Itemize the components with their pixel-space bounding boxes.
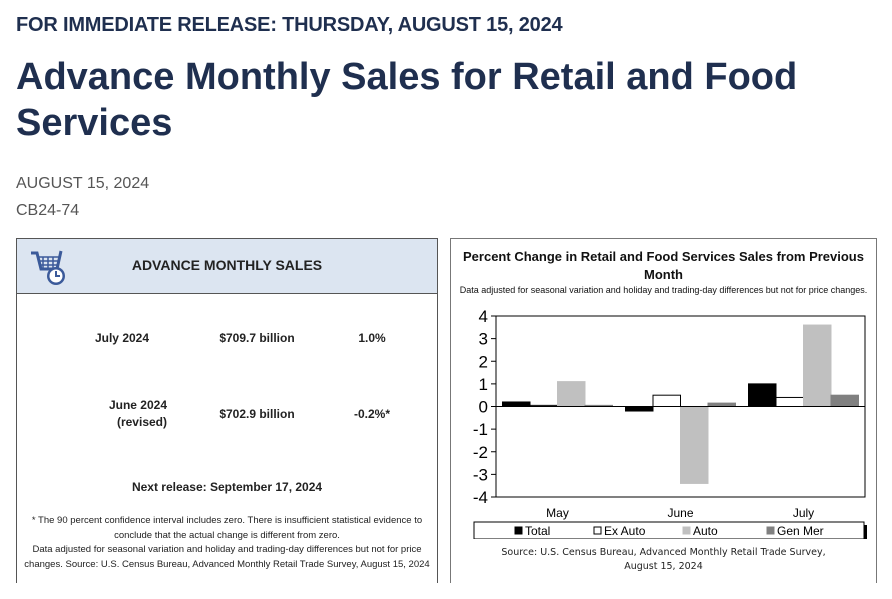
y-tick-label: 0 xyxy=(479,398,488,417)
panel-heading: ADVANCE MONTHLY SALES xyxy=(131,257,323,273)
row-period: July 2024 xyxy=(94,331,150,345)
footnote: * The 90 percent confidence interval inc… xyxy=(17,514,437,572)
row-period-note: (revised) xyxy=(116,415,167,429)
next-release: Next release: September 17, 2024 xyxy=(131,480,323,494)
x-tick-label: May xyxy=(546,506,569,520)
chart-source-line: Source: U.S. Census Bureau, Advanced Mon… xyxy=(501,547,826,558)
release-date: AUGUST 15, 2024 xyxy=(16,175,150,192)
bar-auto-june xyxy=(680,406,709,484)
bar-total-july xyxy=(748,383,777,407)
legend-swatch xyxy=(682,526,691,535)
legend xyxy=(473,521,865,539)
x-tick-label: June xyxy=(667,506,693,520)
bar-ex-auto-june xyxy=(652,394,681,407)
legend-label: Ex Auto xyxy=(604,524,646,538)
y-tick-label: -3 xyxy=(473,465,488,484)
legend-swatch xyxy=(514,526,523,535)
advance-monthly-sales-panel: ADVANCE MONTHLY SALES July 2024 $709.7 b… xyxy=(16,238,438,583)
bar-gen-mer-june xyxy=(707,402,736,407)
bar-auto-july xyxy=(803,324,832,407)
y-tick-label: -2 xyxy=(473,443,488,462)
shopping-cart-clock-icon xyxy=(31,250,65,285)
row-amount: $709.7 billion xyxy=(219,331,295,345)
bar-total-may xyxy=(502,401,531,408)
y-tick-label: 4 xyxy=(479,307,488,326)
row-period: June 2024 xyxy=(108,398,167,412)
release-code: CB24-74 xyxy=(16,202,80,219)
bar-total-june xyxy=(625,406,654,412)
legend-swatch xyxy=(593,526,602,535)
x-tick-label: July xyxy=(793,506,814,520)
release-kicker: FOR IMMEDIATE RELEASE: THURSDAY, AUGUST … xyxy=(16,14,563,36)
chart-subtitle: Data adjusted for seasonal variation and… xyxy=(459,285,868,295)
legend-label: Gen Mer xyxy=(777,524,824,538)
footnote-text: * The 90 percent confidence interval inc… xyxy=(31,515,423,541)
y-tick-label: 3 xyxy=(479,330,488,349)
row-amount: $702.9 billion xyxy=(219,407,295,421)
bar-auto-may xyxy=(557,381,586,408)
row-change: 1.0% xyxy=(358,331,386,345)
legend-label: Total xyxy=(525,524,550,538)
legend-label: Auto xyxy=(693,524,718,538)
bar-chart: 4 3 2 1 0 -1 -2 -3 -4 May June July Total Ex Auto Auto… xyxy=(473,307,867,539)
panel-header: ADVANCE MONTHLY SALES xyxy=(17,239,437,294)
legend-swatch xyxy=(766,526,775,535)
y-tick-label: -1 xyxy=(473,420,488,439)
row-change: -0.2%* xyxy=(353,407,391,421)
y-tick-label: 2 xyxy=(479,352,488,371)
bar-ex-auto-july xyxy=(775,396,804,407)
chart-source-date: August 15, 2024 xyxy=(624,561,703,572)
footnote-source: Data adjusted for seasonal variation and… xyxy=(24,544,430,570)
y-tick-label: 1 xyxy=(479,375,488,394)
page-title: Advance Monthly Sales for Retail and Foo… xyxy=(16,56,798,144)
chart-title: Percent Change in Retail and Food Servic… xyxy=(463,249,864,282)
bar-gen-mer-july xyxy=(830,394,859,407)
chart-source: Source: U.S. Census Bureau, Advanced Mon… xyxy=(451,546,876,574)
y-tick-label: -4 xyxy=(473,488,488,507)
chart-panel: Percent Change in Retail and Food Servic… xyxy=(450,238,877,583)
